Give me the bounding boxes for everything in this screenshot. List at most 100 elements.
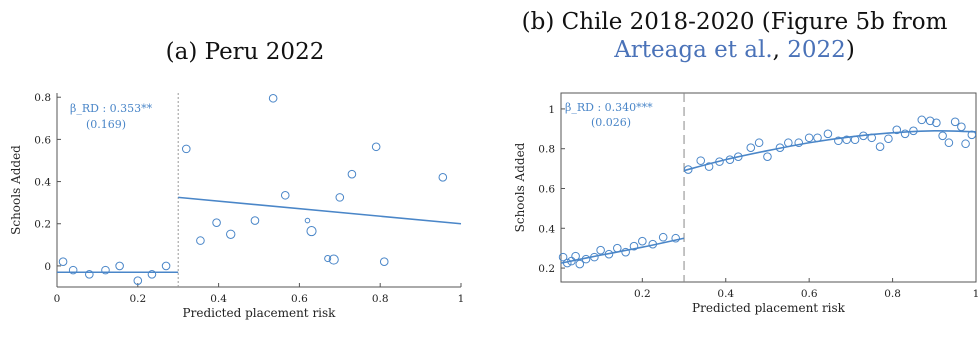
chart-a-y-tick-label: 0: [44, 261, 51, 273]
chart-b-data-point: [944, 138, 954, 148]
chart-b-data-point: [900, 129, 910, 139]
chart-a-data-point: [304, 217, 311, 224]
chart-b-data-point: [648, 239, 658, 249]
chart-b-fit-line: [560, 237, 685, 264]
chart-b-data-point: [746, 143, 756, 153]
chart-b-x-tick-label: 0.6: [801, 288, 818, 300]
chart-b-data-point: [794, 138, 804, 148]
chart-b-data-point: [917, 115, 927, 125]
citation-year-link[interactable]: 2022: [787, 37, 846, 63]
chart-b-data-point: [813, 133, 822, 143]
panel-b-caption-suffix: ): [845, 37, 855, 63]
chart-a-data-point: [147, 270, 157, 279]
chart-a-data-point: [161, 261, 171, 271]
chart-b-data-point: [867, 133, 877, 143]
chart-b-data-point: [909, 126, 918, 136]
chart-b-x-tick-label: 0.8: [884, 288, 901, 300]
chart-b-data-point: [638, 236, 647, 246]
chart-b-y-tick-label: 0.6: [538, 183, 555, 195]
chart-b-data-point: [658, 232, 668, 242]
chart-a-y-tick-label: 0.2: [34, 219, 51, 231]
chart-a-x-tick-label: 0.6: [291, 293, 308, 305]
chart-a-data-point: [226, 229, 236, 239]
chart-b-plot-frame: [560, 92, 977, 283]
chart-b-data-point: [875, 142, 885, 152]
chart-b-data-point: [932, 118, 941, 128]
chart-b-data-point: [704, 162, 714, 171]
chart-b-y-axis-label: Schools Added: [513, 142, 527, 232]
chart-b-data-point: [571, 251, 580, 261]
chart-b-data-point: [763, 152, 772, 161]
chart-a-y-axis-label: Schools Added: [9, 145, 23, 235]
chart-a-coef-label: β_RD : 0.353**: [70, 102, 153, 115]
chart-b-data-point: [957, 122, 966, 132]
chart-b-data-point: [784, 138, 793, 148]
chart-a-data-point: [115, 261, 124, 271]
chart-b-x-tick-label: 1: [973, 288, 979, 300]
chart-a-x-axis-label: Predicted placement risk: [183, 306, 337, 320]
chart-b-data-point: [850, 135, 860, 145]
chart-b-data-point: [859, 131, 868, 141]
chart-a-data-point: [280, 190, 290, 200]
chart-a-data-point: [347, 169, 357, 179]
chart-b-data-point: [683, 165, 693, 174]
chart-b-coef-label: β_RD : 0.340***: [565, 101, 653, 114]
chart-b-data-point: [613, 243, 622, 253]
chart-a-data-point: [133, 276, 143, 285]
chart-b-data-point: [842, 135, 852, 145]
chart-a-data-point: [371, 142, 381, 152]
chart-a-x-tick-label: 0.8: [372, 293, 389, 305]
chart-a-data-point: [324, 254, 332, 263]
chart-b-y-tick-label: 1: [548, 104, 555, 116]
chart-a-data-point: [85, 270, 94, 279]
chart-b-data-point: [581, 254, 591, 264]
chart-b-data-point: [590, 252, 599, 262]
chart-b-data-point: [696, 156, 706, 165]
chart-a-data-point: [101, 265, 110, 275]
panel-b-caption-sep: ,: [772, 37, 788, 63]
chart-a-y-tick-label: 0.4: [34, 177, 51, 189]
chart-b-data-point: [671, 233, 680, 243]
chart-a-data-point: [306, 226, 317, 237]
chart-a-data-point: [181, 144, 191, 154]
chart-a-annotation: β_RD : 0.353** (0.169): [70, 102, 153, 131]
chart-b-data-point: [558, 252, 568, 262]
chart-a-x-tick-label: 1: [458, 293, 465, 305]
chart-b-data-point: [804, 133, 814, 143]
chart-b-y-tick-label: 0.4: [538, 223, 555, 235]
chart-a: β_RD : 0.353** (0.169) 0 0.2 0.4 0.6 0.8 1 0 0.…: [9, 92, 465, 320]
chart-a-y-tick-label: 0.8: [34, 92, 51, 104]
chart-b-data-point: [562, 258, 572, 268]
chart-b-data-point: [892, 125, 902, 135]
chart-b-data-point: [733, 152, 743, 161]
chart-a-y-tick-label: 0.6: [34, 134, 51, 146]
chart-b-data-point: [621, 247, 630, 257]
chart-b-x-tick-label: 0.4: [717, 288, 734, 300]
chart-b-data-point: [596, 245, 605, 255]
chart-b-data-point: [567, 256, 576, 266]
chart-b-data-point: [575, 259, 585, 269]
chart-a-data-point: [58, 257, 68, 266]
panel-a-caption: (a) Peru 2022: [165, 39, 325, 65]
chart-b-data-point: [834, 136, 843, 146]
chart-b: β_RD : 0.340*** (0.026) 0.2 0.4 0.6 0.8 1 0.2…: [513, 92, 979, 315]
chart-b-data-point: [961, 139, 970, 149]
chart-a-data-point: [335, 193, 345, 202]
chart-b-annotation: β_RD : 0.340*** (0.026): [565, 101, 653, 129]
chart-b-y-tick-label: 0.2: [538, 263, 555, 275]
panel-a: (a) Peru 2022 β_RD : 0.353** (0.169) 0 0.…: [9, 39, 465, 320]
chart-b-se-label: (0.026): [591, 116, 631, 129]
chart-b-data-point: [823, 129, 833, 139]
chart-b-data-point: [604, 249, 614, 259]
chart-b-data-point: [884, 134, 893, 144]
chart-a-data-point: [68, 265, 78, 275]
chart-b-fit-line: [683, 129, 977, 172]
chart-a-data-point: [268, 93, 278, 103]
chart-a-data-point: [328, 254, 339, 265]
chart-a-fit-line: [178, 196, 462, 225]
chart-a-data-point: [212, 218, 221, 227]
citation-author-link[interactable]: Arteaga et al.: [614, 37, 773, 63]
chart-b-data-point: [950, 117, 960, 127]
panel-b: (b) Chile 2018-2020 (Figure 5b from Arte…: [490, 0, 979, 341]
chart-a-data-point: [250, 216, 260, 225]
